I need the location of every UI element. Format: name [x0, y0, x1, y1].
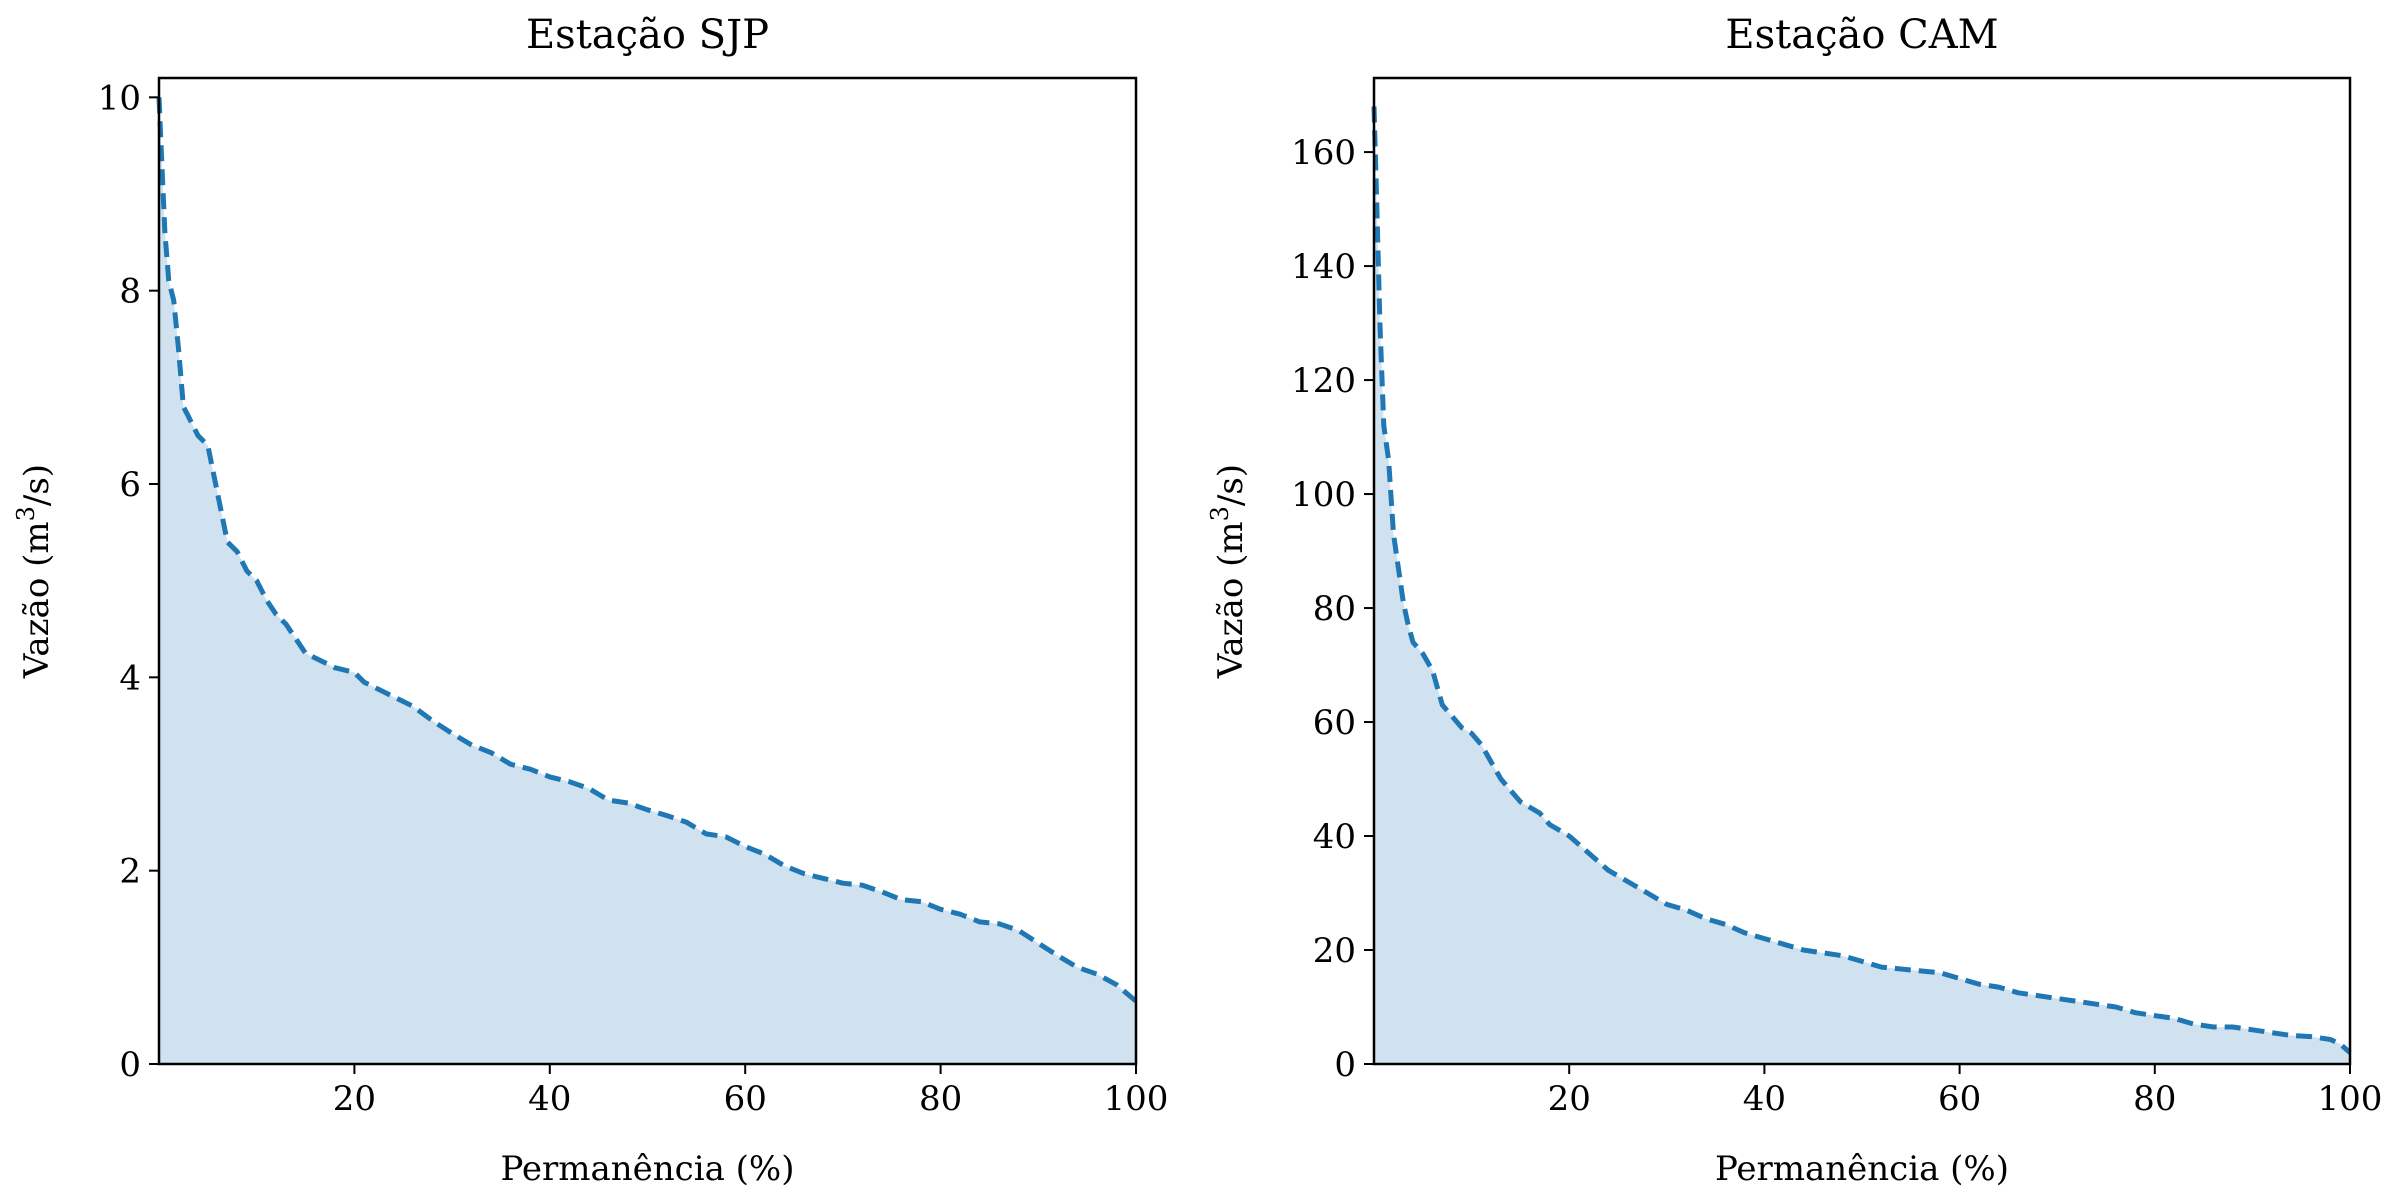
- x-tick-label: 100: [1104, 1079, 1169, 1119]
- x-tick-label: 60: [1938, 1079, 1981, 1119]
- x-tick-label: 20: [333, 1079, 376, 1119]
- y-axis-label-main: Vazão (m: [17, 521, 57, 679]
- x-tick-label: 80: [919, 1079, 962, 1119]
- y-tick-label: 100: [1291, 475, 1356, 515]
- y-tick-label: 160: [1291, 133, 1356, 173]
- plot-frame: [157, 76, 1138, 1066]
- x-tick-label: 20: [1548, 1079, 1591, 1119]
- tick-group: 20 40 60 80 100 0 20 40 60 80 100 120 140 160: [1291, 133, 2382, 1119]
- flow-duration-area: [1374, 106, 2350, 1064]
- y-tick-label: 10: [98, 78, 141, 118]
- y-tick-label: 40: [1313, 817, 1356, 857]
- y-tick-label: 0: [119, 1045, 141, 1085]
- y-tick-label: 80: [1313, 589, 1356, 629]
- y-tick-label: 20: [1313, 931, 1356, 971]
- y-tick-label: 6: [119, 465, 141, 505]
- x-tick-label: 80: [2133, 1079, 2176, 1119]
- x-tick-label: 40: [1743, 1079, 1786, 1119]
- plot-frame: [1372, 76, 2352, 1066]
- y-axis-label-end: /s): [17, 464, 57, 506]
- x-tick-label: 100: [2318, 1079, 2383, 1119]
- x-tick-label: 60: [724, 1079, 767, 1119]
- chart-title: Estação SJP: [526, 12, 769, 58]
- y-axis-label-main: Vazão (m: [1211, 521, 1251, 679]
- chart-panel-cam: Estação CAM 20 40 60 80 100 0 20 40 60 80 100 120 14…: [1206, 12, 2382, 1189]
- y-tick-label: 2: [119, 852, 141, 892]
- tick-group: 20 40 60 80 100 0 2 4 6 8 10: [98, 78, 1169, 1119]
- y-axis-label-end: /s): [1211, 464, 1251, 506]
- y-axis-label: Vazão (m3/s): [12, 464, 57, 679]
- x-axis-label: Permanência (%): [501, 1149, 795, 1189]
- y-tick-label: 60: [1313, 703, 1356, 743]
- y-axis-label-sup: 3: [1206, 506, 1234, 521]
- x-axis-label: Permanência (%): [1715, 1149, 2009, 1189]
- flow-duration-curve: [1371, 106, 2352, 1055]
- y-tick-label: 140: [1291, 247, 1356, 287]
- y-tick-label: 8: [119, 272, 141, 312]
- chart-title: Estação CAM: [1725, 12, 1998, 58]
- y-tick-label: 0: [1334, 1045, 1356, 1085]
- y-axis-label-sup: 3: [12, 506, 40, 521]
- x-tick-label: 40: [528, 1079, 571, 1119]
- y-axis-label: Vazão (m3/s): [1206, 464, 1251, 679]
- y-tick-label: 120: [1291, 361, 1356, 401]
- flow-duration-area: [159, 97, 1136, 1065]
- flow-duration-curve: [156, 97, 1138, 1004]
- y-tick-label: 4: [119, 658, 141, 698]
- chart-panel-sjp: Estação SJP 20 40 60 80 100 0 2 4 6 8 10 Permanênc…: [12, 12, 1168, 1189]
